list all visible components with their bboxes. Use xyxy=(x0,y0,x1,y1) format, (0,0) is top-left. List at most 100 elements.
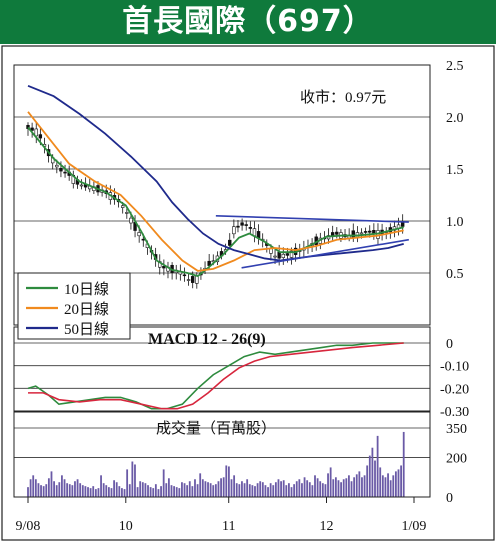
volume-bar xyxy=(79,483,82,497)
volume-bar xyxy=(194,479,196,497)
candle-body xyxy=(141,238,145,241)
volume-bar xyxy=(126,469,129,497)
price-tick-label: 2.5 xyxy=(446,59,464,74)
volume-bar xyxy=(183,483,186,497)
candle-body xyxy=(79,184,84,187)
candle-body xyxy=(120,205,125,208)
candle-body xyxy=(182,274,187,277)
volume-bar xyxy=(397,469,400,497)
volume-bar xyxy=(74,481,76,497)
volume-bar xyxy=(243,483,246,497)
volume-bar xyxy=(256,483,259,497)
volume-bar xyxy=(121,488,123,497)
volume-bar xyxy=(191,486,194,497)
volume-bar xyxy=(170,485,173,497)
x-tick-label: 12 xyxy=(320,519,334,534)
candle-body xyxy=(34,128,38,137)
volume-bar xyxy=(89,488,92,497)
volume-bar xyxy=(102,483,105,497)
volume-bar xyxy=(355,474,358,497)
volume-bar xyxy=(267,487,269,497)
volume-bar xyxy=(157,489,160,497)
candle-body xyxy=(59,167,63,172)
volume-bar xyxy=(50,471,53,497)
candle-body xyxy=(240,222,244,226)
volume-bar xyxy=(290,487,293,497)
volume-bar xyxy=(63,479,66,497)
volume-bar xyxy=(241,481,243,497)
candle-body xyxy=(30,127,34,131)
volume-bar xyxy=(147,485,149,497)
volume-bar xyxy=(84,486,87,497)
volume-bar xyxy=(115,482,118,497)
volume-bar xyxy=(123,489,126,497)
candle-body xyxy=(38,134,43,139)
volume-bar xyxy=(342,479,345,497)
candle-body xyxy=(244,224,248,226)
volume-bar xyxy=(277,479,280,497)
candle-body xyxy=(248,227,253,229)
volume-bar xyxy=(314,475,316,497)
volume-bar xyxy=(196,484,199,497)
volume-tick-label: 350 xyxy=(446,422,467,437)
volume-bar xyxy=(259,481,262,497)
volume-bar xyxy=(285,485,288,497)
candle-body xyxy=(335,231,339,235)
volume-bar xyxy=(358,471,361,497)
volume-title: 成交量（百萬股） xyxy=(156,419,276,437)
volume-bar xyxy=(246,479,249,497)
volume-bar xyxy=(348,475,350,497)
volume-bar xyxy=(113,480,115,497)
trendline-1 xyxy=(241,238,409,269)
legend-label: 10日線 xyxy=(64,281,109,298)
ma-line-20日線 xyxy=(27,111,404,272)
volume-bar xyxy=(66,483,69,497)
volume-bar xyxy=(306,480,309,497)
volume-bar xyxy=(334,477,337,497)
price-tick-label: 2.0 xyxy=(446,111,464,126)
ma-line-10日線 xyxy=(27,126,404,278)
candle-body xyxy=(125,212,129,214)
volume-bar xyxy=(76,479,79,497)
volume-bar xyxy=(131,461,134,497)
volume-bar xyxy=(27,487,29,497)
volume-bar xyxy=(345,478,348,497)
volume-bar xyxy=(389,480,392,497)
candle-body xyxy=(207,260,211,266)
candle-body xyxy=(162,265,166,269)
volume-bar xyxy=(29,479,32,497)
price-tick-label: 1.5 xyxy=(446,163,464,178)
candle-body xyxy=(289,250,294,258)
volume-bar xyxy=(311,485,314,497)
volume-bar xyxy=(37,483,40,497)
volume-bar xyxy=(308,482,311,497)
volume-bar xyxy=(387,473,389,497)
volume-bar xyxy=(264,485,267,497)
volume-bar xyxy=(381,475,384,497)
volume-bar xyxy=(217,481,220,497)
macd-title: MACD 12 - 26(9) xyxy=(148,331,266,348)
x-tick-label: 1/09 xyxy=(402,519,427,534)
outer-frame xyxy=(1,45,495,541)
volume-bar xyxy=(139,481,142,497)
volume-bar xyxy=(45,484,48,497)
close-price-annotation: 收市：0.97元 xyxy=(300,89,386,106)
volume-bar xyxy=(134,464,136,497)
volume-bar xyxy=(225,465,228,497)
volume-bar xyxy=(68,484,71,497)
volume-bar xyxy=(329,467,332,497)
volume-bar xyxy=(254,486,256,497)
price-tick-label: 1.0 xyxy=(446,215,464,230)
volume-bar xyxy=(87,487,89,497)
volume-bar xyxy=(81,485,84,497)
volume-bar xyxy=(227,466,230,497)
volume-bar xyxy=(128,484,131,497)
candle-body xyxy=(232,226,236,235)
macd-tick-label: -0.30 xyxy=(440,405,469,420)
x-tick-label: 10 xyxy=(119,519,133,534)
volume-bar xyxy=(384,477,387,497)
volume-bar xyxy=(295,481,298,497)
volume-bar xyxy=(400,465,402,497)
volume-bar xyxy=(173,486,176,497)
